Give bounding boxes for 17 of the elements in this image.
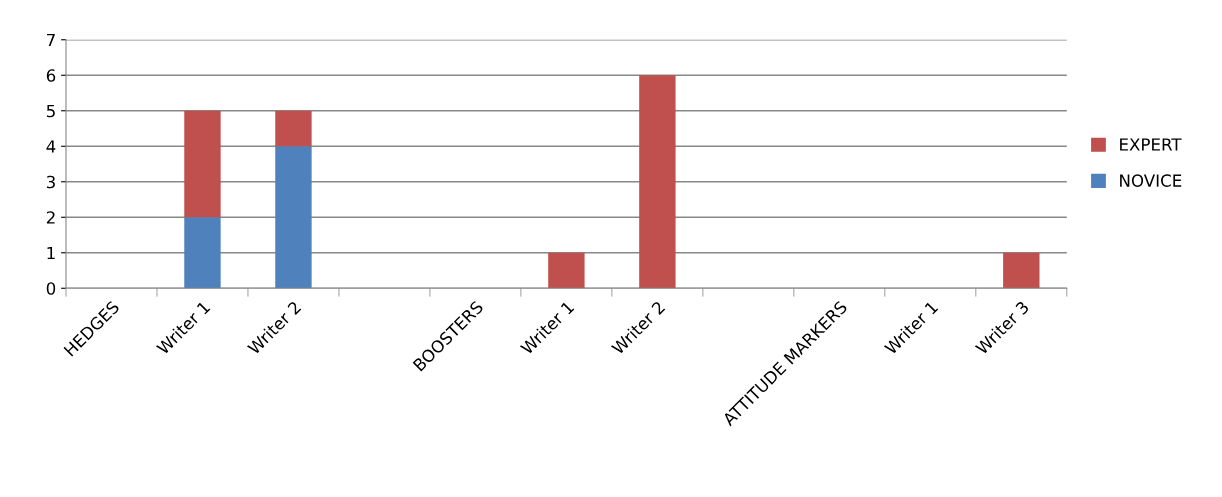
legend-label: EXPERT [1120,138,1182,151]
bar [548,252,585,289]
legend-label: NOVICE [1120,174,1182,187]
y-tick-label: 2 [46,211,55,224]
y-tick-label: 7 [47,33,55,47]
bar [184,110,221,218]
y-tick-label: 5 [46,104,55,118]
y-tick-label: 6 [46,69,56,82]
y-tick-label: 0 [46,282,56,295]
bar [275,146,312,289]
bar [1003,252,1040,289]
y-tick-label: 4 [46,140,56,153]
y-tick-label: 1 [47,246,55,260]
bar [639,75,676,289]
y-tick-label: 3 [46,175,55,189]
bar [184,217,221,289]
bar [275,110,312,147]
